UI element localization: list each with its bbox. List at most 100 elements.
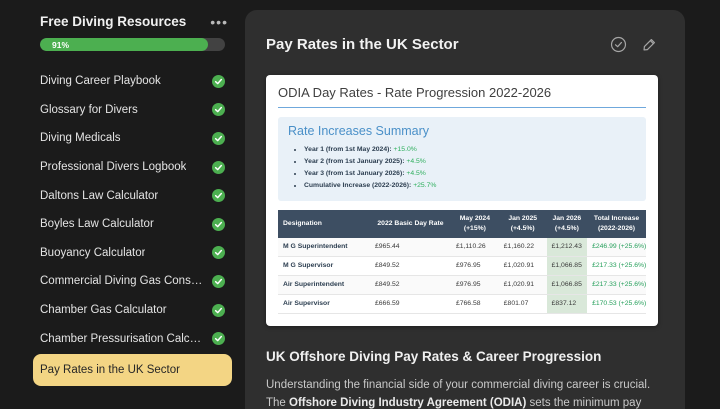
sidebar-item[interactable]: Diving Medicals xyxy=(33,124,232,153)
paragraph-text: sets the minimum pay rates and working c… xyxy=(529,397,642,409)
cell-may-2024: £1,110.26 xyxy=(450,237,499,257)
check-circle-icon xyxy=(212,303,225,317)
sidebar-item[interactable]: Commercial Diving Gas Consumptio... xyxy=(33,267,232,296)
table-row: M G Superintendent £965.44 £1,110.26 £1,… xyxy=(278,237,646,257)
bullet-value: +15.0% xyxy=(393,146,417,153)
sidebar-item-list: Diving Career Playbook Glossary for Dive… xyxy=(33,67,232,386)
cell-2022-rate: £849.52 xyxy=(370,275,451,295)
sidebar-header: Free Diving Resources ••• xyxy=(33,14,232,29)
check-circle-icon xyxy=(212,332,225,346)
sidebar-item-label: Pay Rates in the UK Sector xyxy=(40,363,180,376)
rate-increases-summary: Rate Increases Summary Year 1 (from 1st … xyxy=(278,117,646,201)
lesson-panel: Pay Rates in the UK Sector ODIA Day Rate… xyxy=(245,10,685,409)
sidebar-item-label: Diving Career Playbook xyxy=(40,75,161,88)
day-rates-table: Designation 2022 Basic Day Rate May 2024… xyxy=(278,209,646,314)
sidebar-item-label: Glossary for Divers xyxy=(40,103,138,116)
paragraph-text: Understanding the financial side of your… xyxy=(266,378,651,409)
check-circle-icon xyxy=(212,74,225,88)
sidebar-item-label: Buoyancy Calculator xyxy=(40,246,146,259)
course-sidebar: Free Diving Resources ••• 91% Diving Car… xyxy=(33,14,232,386)
col-jan-2025: Jan 2025 (+4.5%) xyxy=(498,209,547,238)
bullet-label: Cumulative Increase (2022-2026): xyxy=(304,181,412,189)
sidebar-item[interactable]: Pay Rates in the UK Sector xyxy=(33,353,232,386)
sidebar-item[interactable]: Glossary for Divers xyxy=(33,96,232,125)
check-circle-icon xyxy=(212,189,225,203)
sidebar-item-label: Commercial Diving Gas Consumptio... xyxy=(40,275,206,288)
cell-designation: M G Supervisor xyxy=(278,256,370,276)
summary-bullet: Year 2 (from 1st January 2025): +4.5% xyxy=(304,156,636,168)
col-jan-2026: Jan 2026 (+4.5%) xyxy=(546,209,588,238)
table-row: M G Supervisor £849.52 £976.95 £1,020.91… xyxy=(278,256,646,276)
bullet-label: Year 3 (from 1st January 2026): xyxy=(304,169,405,177)
cell-2022-rate: £666.59 xyxy=(370,294,451,314)
sidebar-item[interactable]: Buoyancy Calculator xyxy=(33,239,232,268)
bullet-label: Year 1 (from 1st May 2024): xyxy=(304,146,392,153)
table-header-row: Designation 2022 Basic Day Rate May 2024… xyxy=(278,209,646,238)
table-body: M G Superintendent £965.44 £1,110.26 £1,… xyxy=(278,237,646,314)
sidebar-item-label: Daltons Law Calculator xyxy=(40,189,159,202)
cell-2022-rate: £849.52 xyxy=(370,256,451,276)
summary-bullet: Cumulative Increase (2022-2026): +25.7% xyxy=(304,180,636,192)
lesson-actions xyxy=(610,36,658,53)
progress-percent-label: 91% xyxy=(52,39,70,50)
cell-designation: Air Superintendent xyxy=(278,275,370,295)
cell-jan-2025: £801.07 xyxy=(498,294,547,314)
sidebar-item-label: Boyles Law Calculator xyxy=(40,218,154,231)
check-circle-icon xyxy=(212,160,225,174)
section-paragraph: Understanding the financial side of your… xyxy=(266,376,658,409)
col-total-increase: Total Increase (2022-2026) xyxy=(587,209,646,238)
progress-bar: 91% xyxy=(40,38,225,51)
sidebar-item[interactable]: Chamber Pressurisation Calculator xyxy=(33,324,232,353)
summary-bullet: Year 3 (from 1st January 2026): +4.5% xyxy=(304,168,636,180)
progress-fill xyxy=(40,38,209,51)
ellipsis-icon[interactable]: ••• xyxy=(210,13,228,30)
sidebar-item[interactable]: Boyles Law Calculator xyxy=(33,210,232,239)
summary-title: Rate Increases Summary xyxy=(288,124,430,138)
summary-bullet: Year 1 (from 1st May 2024): +15.0% xyxy=(304,144,636,156)
cell-may-2024: £976.95 xyxy=(450,256,499,276)
cell-jan-2025: £1,020.91 xyxy=(498,275,547,295)
check-circle-icon xyxy=(212,246,225,260)
check-circle-icon xyxy=(212,217,225,231)
circle-check-icon[interactable] xyxy=(610,36,627,53)
cell-jan-2025: £1,160.22 xyxy=(498,237,547,257)
bullet-value: +25.7% xyxy=(413,181,437,189)
section-heading: UK Offshore Diving Pay Rates & Career Pr… xyxy=(266,348,602,364)
progress-track xyxy=(40,38,225,51)
cell-designation: Air Supervisor xyxy=(278,294,370,314)
lesson-header: Pay Rates in the UK Sector xyxy=(266,36,658,53)
sidebar-item-label: Chamber Pressurisation Calculator xyxy=(40,332,206,345)
sidebar-title: Free Diving Resources xyxy=(40,14,187,29)
cell-jan-2026: £1,066.85 xyxy=(546,256,588,276)
rates-card: ODIA Day Rates - Rate Progression 2022-2… xyxy=(266,75,658,326)
sidebar-item[interactable]: Diving Career Playbook xyxy=(33,67,232,96)
cell-may-2024: £976.95 xyxy=(450,275,499,295)
card-title: ODIA Day Rates - Rate Progression 2022-2… xyxy=(278,85,646,108)
check-circle-icon xyxy=(212,131,225,145)
bullet-value: +4.5% xyxy=(406,169,426,177)
sidebar-item[interactable]: Daltons Law Calculator xyxy=(33,181,232,210)
cell-designation: M G Superintendent xyxy=(278,237,370,257)
check-circle-icon xyxy=(212,274,225,288)
table-row: Air Supervisor £666.59 £766.58 £801.07 £… xyxy=(278,294,646,314)
col-may-2024: May 2024 (+15%) xyxy=(450,209,499,238)
cell-total-increase: £217.33 (+25.6%) xyxy=(587,256,646,276)
paragraph-bold-text: Offshore Diving Industry Agreement (ODIA… xyxy=(289,397,527,409)
sidebar-item[interactable]: Chamber Gas Calculator xyxy=(33,296,232,325)
col-2022-rate: 2022 Basic Day Rate xyxy=(370,209,451,238)
cell-jan-2026: £1,066.85 xyxy=(546,275,588,295)
pencil-icon[interactable] xyxy=(641,36,658,53)
cell-2022-rate: £965.44 xyxy=(370,237,451,257)
summary-bullet-list: Year 1 (from 1st May 2024): +15.0% Year … xyxy=(304,144,636,192)
sidebar-item[interactable]: Professional Divers Logbook xyxy=(33,153,232,182)
sidebar-item-label: Chamber Gas Calculator xyxy=(40,304,167,317)
page-title: Pay Rates in the UK Sector xyxy=(266,36,459,53)
table-row: Air Superintendent £849.52 £976.95 £1,02… xyxy=(278,275,646,295)
cell-total-increase: £217.33 (+25.6%) xyxy=(587,275,646,295)
bullet-value: +4.5% xyxy=(406,157,426,165)
sidebar-item-label: Diving Medicals xyxy=(40,132,121,145)
sidebar-item-label: Professional Divers Logbook xyxy=(40,161,187,174)
cell-total-increase: £246.99 (+25.6%) xyxy=(587,237,646,257)
col-designation: Designation xyxy=(278,209,370,238)
cell-jan-2026: £837.12 xyxy=(546,294,588,314)
